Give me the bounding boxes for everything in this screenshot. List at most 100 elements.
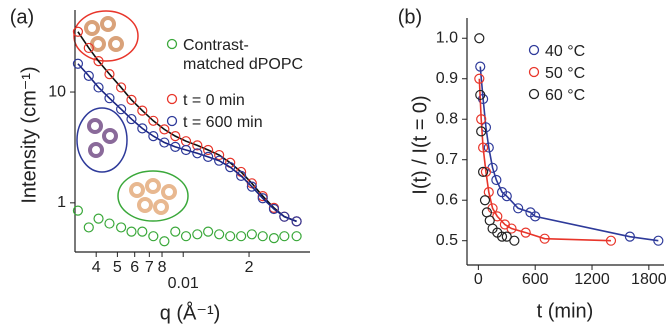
y-tick-label: 0.5 <box>436 232 458 249</box>
legend-item: 50 °C <box>528 64 638 83</box>
data-point <box>203 151 214 162</box>
legend-item: 60 °C <box>528 86 638 105</box>
data-point <box>257 193 268 204</box>
data-point <box>483 187 494 198</box>
data-point <box>246 229 257 240</box>
data-point <box>72 26 84 37</box>
data-point <box>116 104 127 115</box>
legend-item: t = 0 min <box>166 91 316 110</box>
data-point <box>509 235 520 246</box>
vesicle <box>145 178 161 194</box>
data-point <box>126 226 137 237</box>
data-point <box>104 218 115 229</box>
data-point <box>116 222 127 233</box>
data-point <box>236 231 247 242</box>
x-tick-label: 0 <box>474 271 483 288</box>
data-point <box>257 231 268 242</box>
data-point <box>225 231 236 242</box>
data-point <box>203 226 214 237</box>
data-point <box>475 61 486 72</box>
data-point <box>170 141 181 152</box>
legend-label: 60 °C <box>545 87 586 104</box>
legend-label: 40 °C <box>545 43 586 60</box>
data-point <box>159 236 170 247</box>
legend-symbol <box>528 44 540 56</box>
data-point <box>475 89 486 101</box>
data-point <box>291 216 302 227</box>
data-point <box>478 166 489 177</box>
x-tick-label: 1200 <box>574 271 610 288</box>
legend-label: t = 600 min <box>183 114 263 131</box>
data-point <box>170 131 181 142</box>
data-point <box>214 155 225 166</box>
data-point <box>476 126 487 137</box>
legend-marker <box>166 115 178 127</box>
x-tick-label: 5 <box>113 259 122 276</box>
data-point <box>225 162 236 173</box>
vesicle <box>108 36 124 52</box>
data-point <box>159 137 170 148</box>
vesicle <box>84 20 100 36</box>
legend-marker <box>528 44 540 56</box>
data-point <box>479 195 491 206</box>
vesicle <box>102 128 118 144</box>
data-point <box>192 148 203 159</box>
data-point <box>483 142 494 153</box>
x-axis-label: q (Å⁻¹) <box>160 301 221 324</box>
x-tick-label: 4 <box>92 259 101 276</box>
vesicle <box>88 142 104 158</box>
data-point <box>148 115 159 126</box>
data-point <box>170 226 181 237</box>
data-point <box>214 229 225 240</box>
y-tick-label: 1 <box>57 194 66 211</box>
legend-symbol <box>166 115 178 127</box>
vesicle <box>129 182 145 198</box>
y-axis-label: I(t) / I(t = 0) <box>409 95 431 194</box>
y-tick-label: 1.0 <box>436 29 458 46</box>
x-tick-label: 2 <box>245 259 254 276</box>
legend-symbol <box>528 66 540 78</box>
data-point <box>605 235 617 246</box>
data-point <box>148 131 159 142</box>
data-point <box>513 203 524 214</box>
data-point <box>246 178 257 189</box>
data-point <box>291 231 302 242</box>
y-axis-label: Intensity (cm⁻¹) <box>18 66 40 203</box>
data-point <box>279 211 290 222</box>
panel-label: (b) <box>398 6 422 28</box>
data-point <box>268 203 280 215</box>
legend-item: 40 °C <box>528 42 638 61</box>
data-point <box>126 94 137 105</box>
vesicle <box>153 199 169 215</box>
data-point <box>279 231 290 242</box>
data-point <box>83 222 94 233</box>
legend-label: t = 0 min <box>183 92 245 109</box>
x-tick-label: 6 <box>130 259 139 276</box>
vesicle <box>137 197 153 213</box>
data-point <box>137 123 148 134</box>
fit-line <box>77 63 297 223</box>
fit-line <box>77 31 297 223</box>
data-point <box>506 223 517 234</box>
data-point <box>93 213 104 224</box>
data-point <box>137 226 148 237</box>
data-point <box>624 231 636 242</box>
legend-marker <box>166 93 178 105</box>
x-tick-label: 1800 <box>631 271 667 288</box>
data-point <box>192 229 203 240</box>
legend-symbol <box>528 88 540 100</box>
data-point <box>539 233 550 244</box>
data-point <box>480 166 492 177</box>
data-point <box>137 105 148 116</box>
x-tick-label: 8 <box>158 259 167 276</box>
y-tick-label: 0.9 <box>436 70 458 87</box>
data-point <box>72 205 84 216</box>
x-tick-label: 7 <box>145 259 154 276</box>
legend-item: t = 600 min <box>166 113 316 132</box>
x-tick-label: 0.01 <box>168 275 199 292</box>
data-point <box>474 33 485 44</box>
data-point <box>192 140 203 151</box>
legend-label: Contrast-matched dPOPC <box>183 37 304 73</box>
